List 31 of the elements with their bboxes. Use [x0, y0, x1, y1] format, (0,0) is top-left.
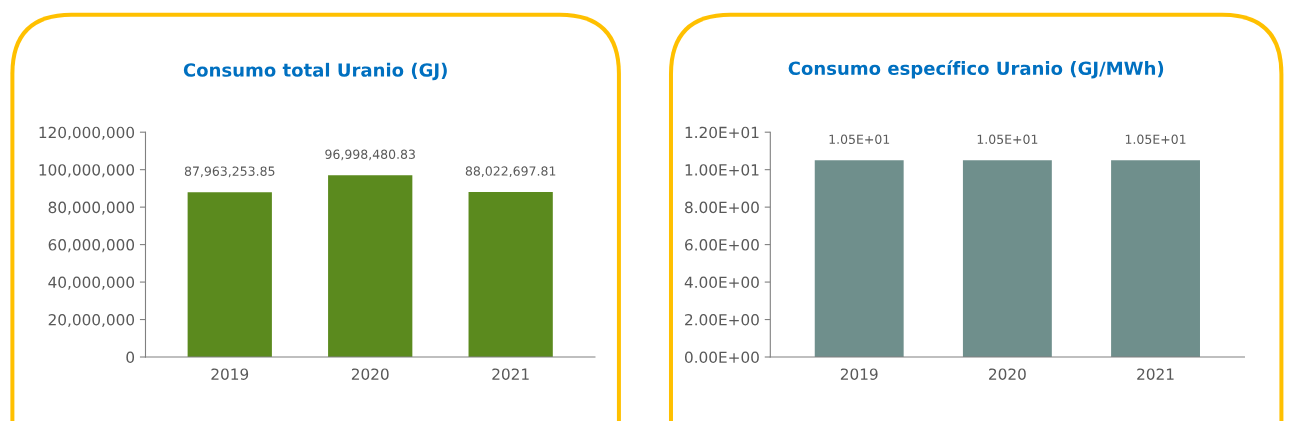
y-tick-label: 100,000,000 — [39, 164, 135, 178]
x-tick-label: 2020 — [989, 368, 1026, 380]
y-tick-label: 2.00E+00 — [685, 314, 759, 326]
bar — [328, 175, 413, 358]
x-tick-label: 2020 — [351, 368, 389, 380]
bar — [468, 192, 553, 358]
y-tick-label: 4.00E+00 — [684, 276, 759, 289]
data-label: 1.05E+01 — [1125, 134, 1186, 144]
bar — [187, 192, 272, 358]
data-label: 96,998,480.83 — [325, 149, 415, 161]
data-label: 1.05E+01 — [829, 134, 890, 144]
x-tick-label: 2019 — [840, 368, 878, 380]
chart-title: Consumo total Uranio (GJ) — [183, 62, 447, 81]
y-tick-label: 0.00E+00 — [684, 351, 759, 364]
y-tick-label: 80,000,000 — [48, 201, 135, 215]
y-tick-label: 0 — [126, 351, 135, 364]
y-tick-label: 120,000,000 — [39, 126, 135, 140]
x-tick-label: 2021 — [492, 368, 529, 380]
y-tick-label: 1.00E+01 — [685, 164, 759, 176]
data-label: 1.05E+01 — [977, 134, 1038, 144]
x-tick-label: 2019 — [211, 368, 249, 380]
y-tick-label: 6.00E+00 — [685, 239, 759, 251]
y-tick-label: 60,000,000 — [48, 239, 135, 253]
data-label: 87,963,253.85 — [184, 166, 275, 178]
y-tick-label: 8.00E+00 — [685, 201, 759, 214]
x-tick-label: 2021 — [1137, 368, 1174, 380]
y-tick-label: 40,000,000 — [48, 276, 135, 290]
chart-title: Consumo específico Uranio (GJ/MWh) — [788, 60, 1164, 79]
y-tick-label: 20,000,000 — [48, 314, 135, 328]
data-label: 88,022,697.81 — [465, 166, 556, 178]
y-tick-label: 1.20E+01 — [685, 126, 759, 139]
